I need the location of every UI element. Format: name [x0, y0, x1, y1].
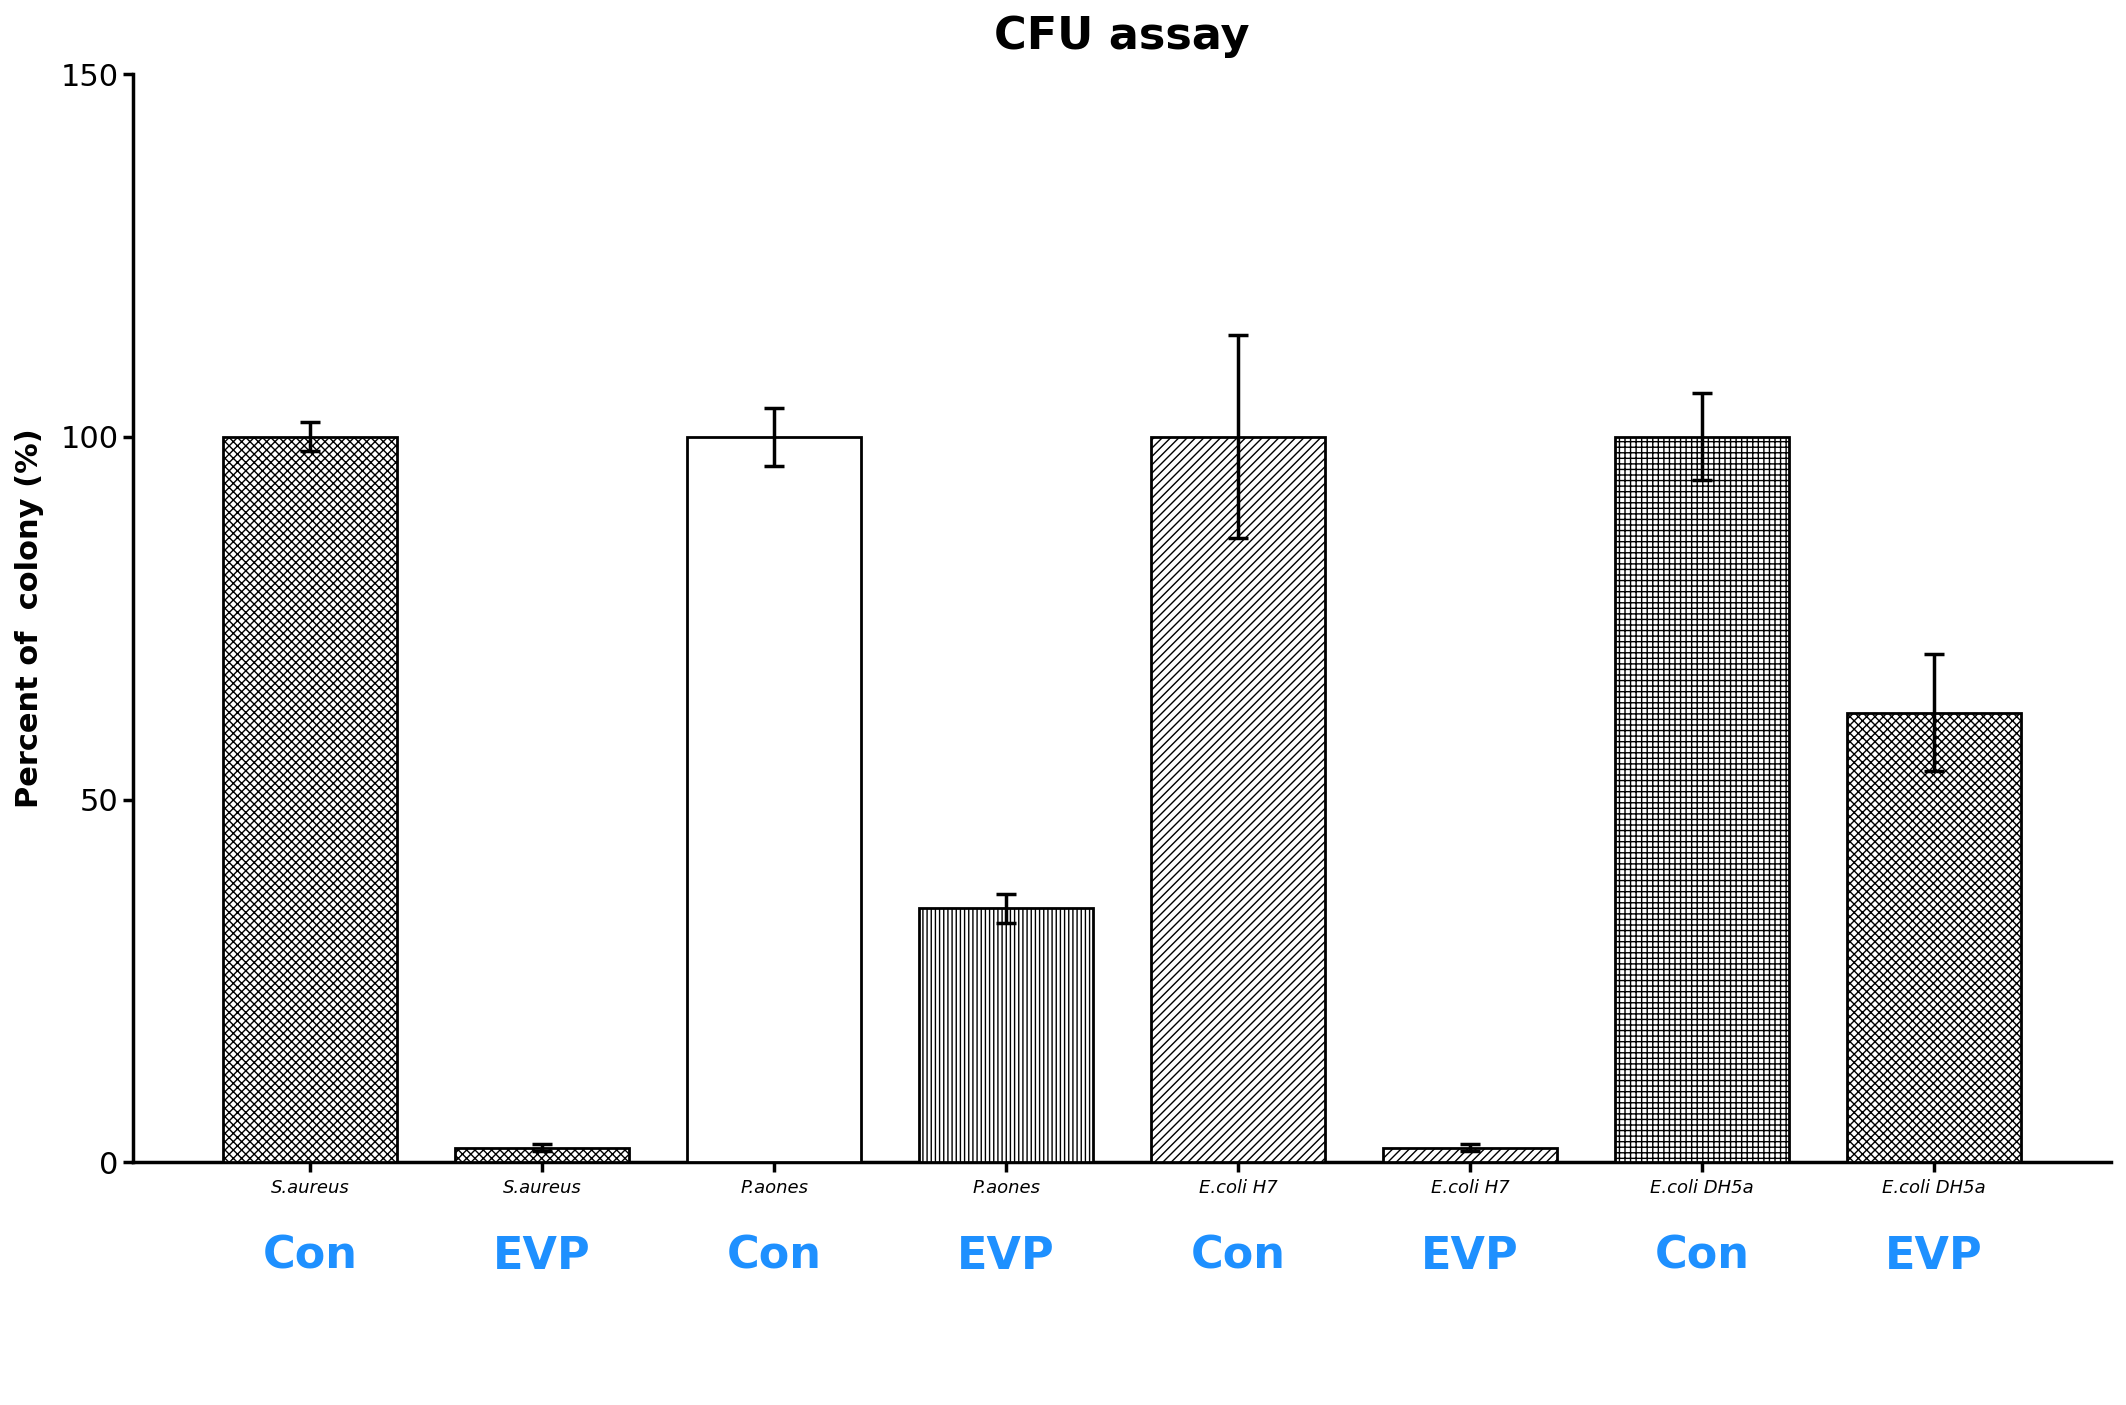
Bar [223, 437, 398, 1162]
Bar [1150, 437, 1324, 1162]
Text: EVP: EVP [493, 1235, 591, 1277]
Bar [455, 1148, 629, 1162]
Bar [1847, 712, 2022, 1162]
Text: EVP: EVP [957, 1235, 1054, 1277]
Text: Con: Con [1191, 1235, 1286, 1277]
Text: EVP: EVP [1886, 1235, 1984, 1277]
Title: CFU assay: CFU assay [995, 15, 1250, 58]
Text: EVP: EVP [1422, 1235, 1520, 1277]
Bar [1384, 1148, 1556, 1162]
Text: Con: Con [1654, 1235, 1750, 1277]
Text: Con: Con [727, 1235, 823, 1277]
Text: Con: Con [264, 1235, 357, 1277]
Bar [687, 437, 861, 1162]
Y-axis label: Percent of  colony (%): Percent of colony (%) [15, 429, 45, 808]
Bar [1616, 437, 1790, 1162]
Bar [918, 909, 1093, 1162]
